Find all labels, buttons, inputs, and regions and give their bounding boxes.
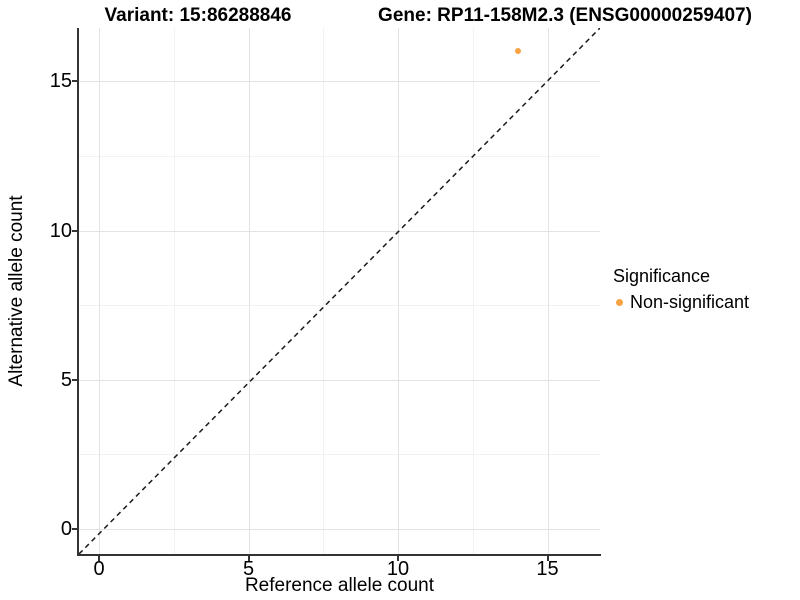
y-axis-tick [72, 378, 77, 381]
x-major-gridline [248, 28, 250, 554]
x-minor-gridline [323, 28, 325, 554]
x-axis-tick [397, 556, 399, 561]
plot-title-gene: Gene: RP11-158M2.3 (ENSG00000259407) [378, 5, 752, 26]
x-tick-label: 5 [242, 558, 255, 580]
x-minor-gridline [173, 28, 175, 554]
y-minor-gridline [79, 155, 600, 157]
y-minor-gridline [79, 454, 600, 456]
y-axis-tick [72, 229, 77, 232]
y-axis-line [77, 28, 79, 556]
x-major-gridline [398, 28, 399, 554]
y-axis-tick [72, 528, 77, 530]
legend-item-non-significant: Non-significant [613, 292, 749, 313]
y-major-gridline [79, 230, 600, 232]
data-point [514, 48, 521, 55]
x-minor-gridline [472, 28, 474, 554]
y-axis-tick [72, 80, 77, 83]
identity-line-y-equals-x [79, 28, 600, 554]
x-axis-tick [546, 556, 549, 561]
x-axis-title: Reference allele count [244, 575, 435, 596]
x-axis-tick [98, 556, 100, 561]
x-tick-label: 10 [386, 558, 410, 580]
y-tick-label: 0 [60, 518, 72, 540]
legend-point-icon [616, 299, 623, 306]
x-major-gridline [99, 28, 100, 554]
legend-title: Significance [613, 266, 711, 286]
x-tick-label: 0 [93, 558, 105, 580]
x-axis-tick [247, 556, 250, 561]
legend-item-label: Non-significant [630, 292, 750, 312]
y-major-gridline [79, 379, 600, 381]
y-tick-label: 15 [49, 70, 72, 93]
y-tick-label: 10 [49, 219, 72, 242]
y-major-gridline [79, 529, 600, 530]
y-tick-label: 5 [60, 368, 72, 391]
x-axis-line [77, 554, 601, 556]
y-axis-title: Alternative allele count [6, 195, 27, 387]
plot-title-variant: Variant: 15:86288846 [104, 5, 292, 26]
legend: Significance Non-significant [613, 266, 749, 313]
y-major-gridline [79, 81, 600, 83]
x-major-gridline [547, 28, 549, 554]
y-minor-gridline [79, 305, 600, 307]
plot-panel [79, 28, 600, 554]
x-tick-label: 15 [536, 558, 559, 580]
